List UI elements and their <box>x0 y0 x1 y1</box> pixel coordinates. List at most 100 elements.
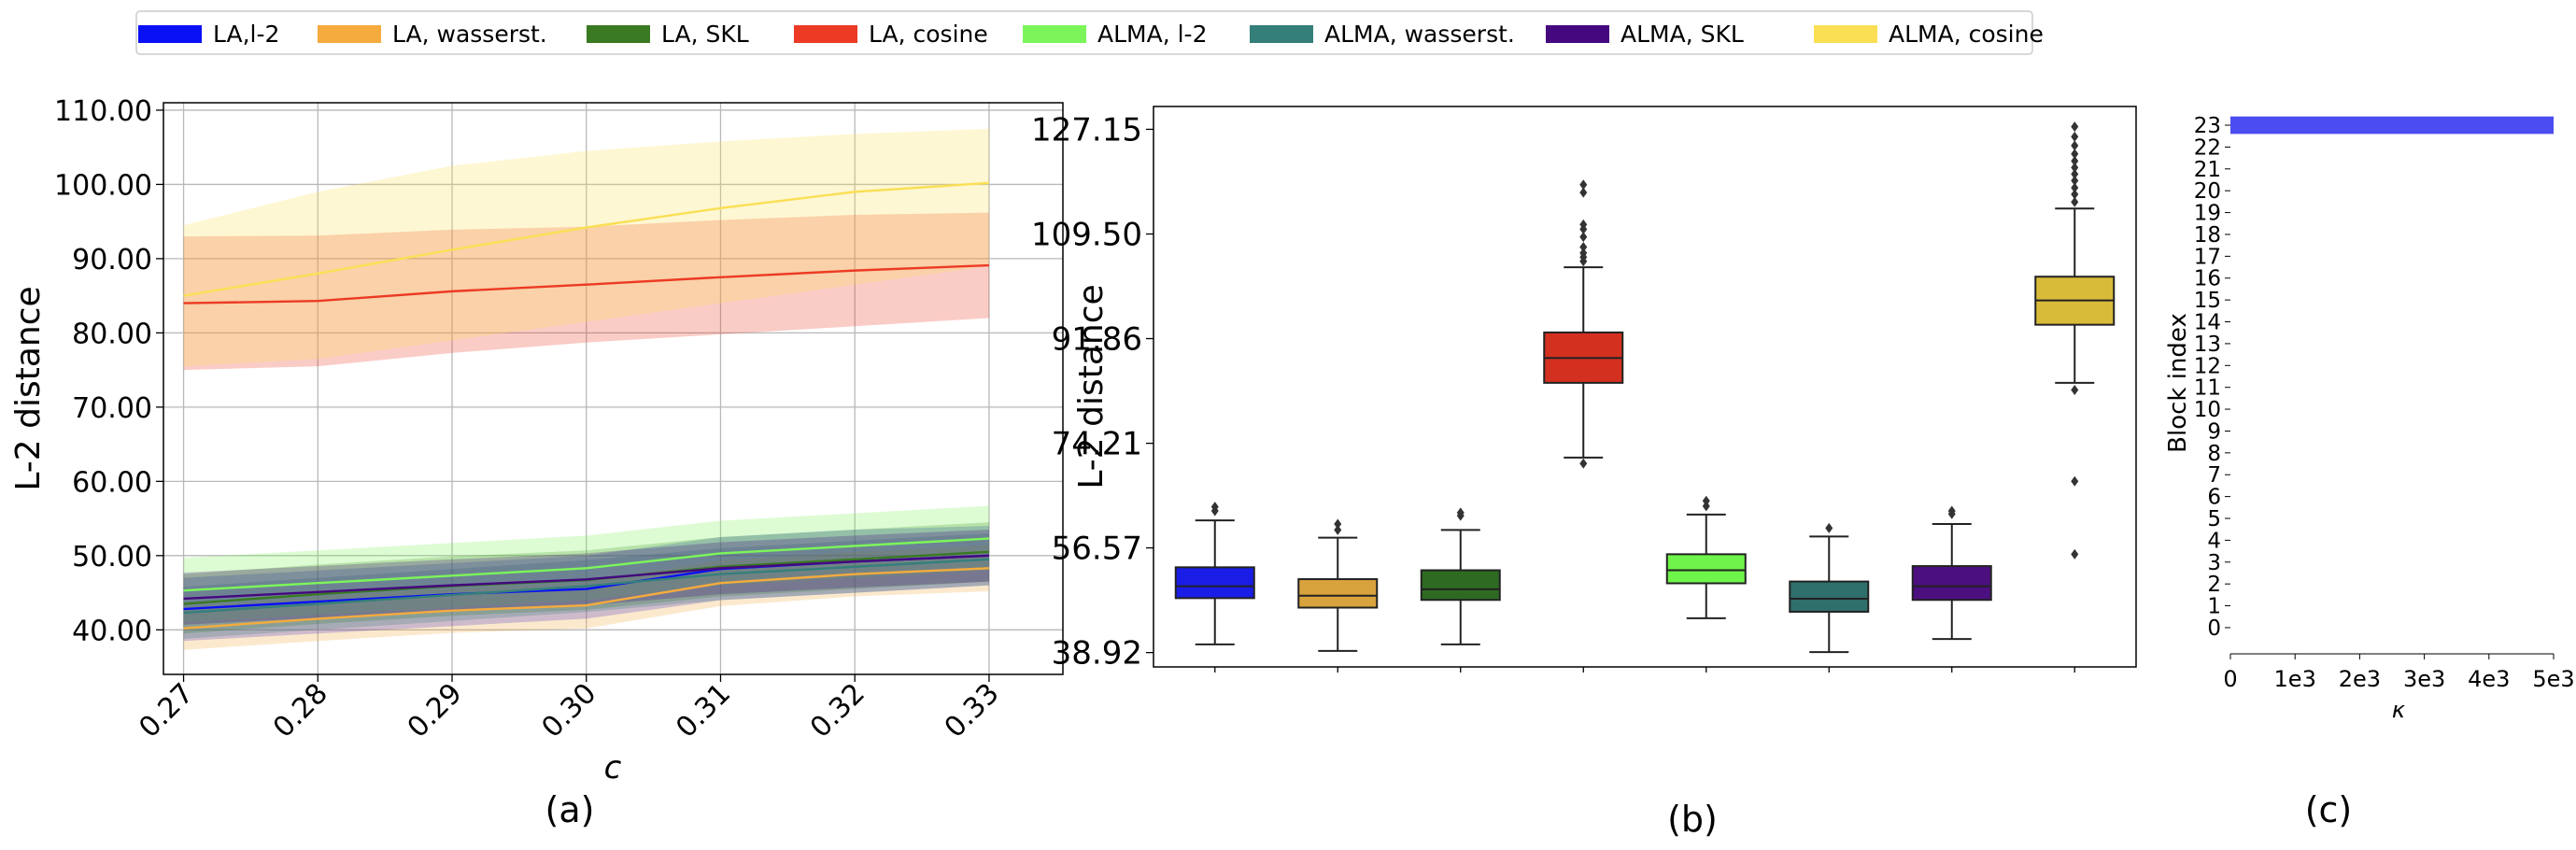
c-xtick-label-4: 4e3 <box>2468 666 2510 692</box>
c-ytick-label-0: 0 <box>2207 616 2221 641</box>
c-ytick-label-21: 21 <box>2194 158 2221 182</box>
a-ytick-label-7: 110.00 <box>54 95 152 128</box>
a-ytick-label-3: 70.00 <box>72 392 152 425</box>
outlier-alma-cosine-9 <box>2071 155 2079 166</box>
outlier-alma-l-2-0 <box>1702 501 1710 512</box>
c-ytick-label-3: 3 <box>2207 551 2221 575</box>
line-la-cosine <box>183 263 989 305</box>
panel-c-ylabel: Block index <box>2164 313 2192 453</box>
c-ytick-label-5: 5 <box>2207 507 2221 531</box>
legend: LA,l-2 LA, wasserst. LA, SKL LA, cosine ALMA… <box>135 10 2044 55</box>
box-alma-cosine <box>2034 121 2116 560</box>
bar-block-23 <box>2230 116 2554 135</box>
box-alma-skl <box>1911 505 1992 641</box>
line-alma-cosine <box>183 181 990 297</box>
c-ytick-label-17: 17 <box>2194 245 2221 269</box>
outlier-la-cosine-3 <box>1579 248 1588 259</box>
legend-swatch-la-l-2 <box>138 25 202 43</box>
outlier-alma-cosine-12 <box>2071 131 2079 142</box>
legend-label-alma-wasserst: ALMA, wasserst. <box>1324 21 1515 48</box>
b-ytick-label-5: 127.15 <box>1031 111 1142 149</box>
b-ytick-label-0: 38.92 <box>1052 635 1142 673</box>
panel-a-label: (a) <box>545 789 595 830</box>
box-body-alma-wasserst <box>1789 580 1870 613</box>
box-la-skl <box>1420 507 1501 645</box>
outlier-la-l-2-1 <box>1210 502 1219 513</box>
a-ytick-label-0: 40.00 <box>72 615 152 647</box>
a-ytick-label-4: 80.00 <box>72 318 152 350</box>
band-la-cosine <box>183 212 989 371</box>
c-ytick-label-8: 8 <box>2207 442 2221 466</box>
panel-c-label: (c) <box>2305 789 2353 830</box>
box-la-cosine <box>1543 179 1624 469</box>
b-ytick-label-2: 74.21 <box>1052 426 1142 463</box>
outlier-alma-cosine-4 <box>2071 189 2079 200</box>
a-xtick-label-0: 0.27 <box>133 677 200 744</box>
outlier-la-wasserst-1 <box>1334 518 1342 530</box>
c-ytick-label-16: 16 <box>2194 267 2221 291</box>
panel-b-ylabel: L-2 distance <box>1072 284 1111 489</box>
a-ytick-label-6: 100.00 <box>54 169 152 202</box>
legend-label-la-skl: LA, SKL <box>661 21 749 48</box>
outlier-alma-cosine-0 <box>2071 548 2079 560</box>
box-alma-l-2 <box>1665 495 1747 619</box>
line-alma-skl <box>183 554 990 601</box>
outlier-alma-cosine-11 <box>2071 140 2079 151</box>
a-xtick-label-3: 0.30 <box>535 677 602 744</box>
c-ytick-label-12: 12 <box>2194 354 2221 378</box>
a-xtick-label-1: 0.28 <box>267 677 334 744</box>
c-ytick-label-11: 11 <box>2194 376 2221 401</box>
box-body-la-skl <box>1420 569 1501 602</box>
panel-b-label: (b) <box>1667 799 1718 840</box>
c-ytick-label-19: 19 <box>2194 202 2221 226</box>
c-ytick-label-22: 22 <box>2194 135 2221 160</box>
band-alma-l-2 <box>183 505 989 623</box>
panel-a-xlabel: c <box>604 749 622 786</box>
legend-label-alma-skl: ALMA, SKL <box>1621 21 1744 48</box>
a-ytick-label-5: 90.00 <box>72 244 152 276</box>
legend-swatch-alma-cosine <box>1814 25 1877 43</box>
c-xtick-label-3: 3e3 <box>2403 666 2445 692</box>
box-body-alma-l-2 <box>1665 553 1747 585</box>
line-alma-wasserst <box>183 558 990 615</box>
box-alma-wasserst <box>1789 522 1870 654</box>
outlier-alma-cosine-5 <box>2071 182 2079 193</box>
b-ytick-label-1: 56.57 <box>1052 531 1142 568</box>
c-xtick-label-1: 1e3 <box>2274 666 2316 692</box>
legend-swatch-la-cosine <box>794 25 857 43</box>
outlier-alma-cosine-7 <box>2071 168 2079 179</box>
band-alma-skl <box>183 530 989 625</box>
c-xtick-label-5: 5e3 <box>2532 666 2574 692</box>
c-ytick-label-6: 6 <box>2207 486 2221 510</box>
panel-a-frame <box>163 102 1064 675</box>
outlier-alma-cosine-10 <box>2071 149 2079 160</box>
box-body-la-l-2 <box>1174 566 1255 600</box>
outlier-alma-skl-1 <box>1947 505 1956 517</box>
outlier-alma-cosine-3 <box>2071 196 2079 207</box>
a-xtick-label-4: 0.31 <box>670 677 737 744</box>
c-ytick-label-2: 2 <box>2207 573 2221 597</box>
box-body-la-wasserst <box>1297 578 1379 609</box>
b-ytick-label-3: 91.86 <box>1052 321 1142 359</box>
legend-label-alma-cosine: ALMA, cosine <box>1889 21 2044 48</box>
c-ytick-label-13: 13 <box>2194 333 2221 357</box>
line-la-wasserst <box>183 567 990 630</box>
outlier-la-cosine-9 <box>1579 179 1588 191</box>
outlier-la-cosine-4 <box>1579 241 1588 252</box>
c-ytick-label-9: 9 <box>2207 419 2221 444</box>
c-ytick-label-23: 23 <box>2194 114 2221 138</box>
box-la-wasserst <box>1297 518 1379 652</box>
band-alma-cosine <box>183 128 989 367</box>
c-ytick-label-14: 14 <box>2194 311 2221 335</box>
legend-swatch-alma-skl <box>1546 25 1609 43</box>
c-ytick-label-1: 1 <box>2207 595 2221 619</box>
line-alma-l-2 <box>183 537 990 592</box>
outlier-la-cosine-8 <box>1579 187 1588 198</box>
band-la-l-2 <box>183 526 989 642</box>
panel-a-ylabel: L-2 distance <box>9 286 48 490</box>
outlier-alma-cosine-1 <box>2071 475 2079 487</box>
a-xtick-label-5: 0.32 <box>804 677 871 744</box>
legend-swatch-la-skl <box>587 25 650 43</box>
outlier-alma-wasserst-0 <box>1825 522 1833 533</box>
